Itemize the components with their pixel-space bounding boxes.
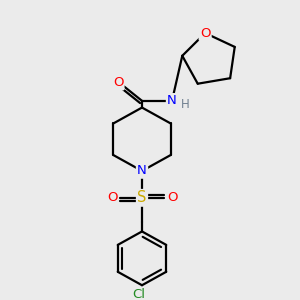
Text: O: O <box>200 27 210 40</box>
Text: S: S <box>137 190 147 205</box>
Text: N: N <box>137 164 147 177</box>
Text: Cl: Cl <box>133 288 146 300</box>
Text: O: O <box>113 76 123 89</box>
Text: H: H <box>181 98 189 111</box>
Text: O: O <box>107 191 117 204</box>
Text: O: O <box>167 191 177 204</box>
Text: N: N <box>167 94 177 107</box>
